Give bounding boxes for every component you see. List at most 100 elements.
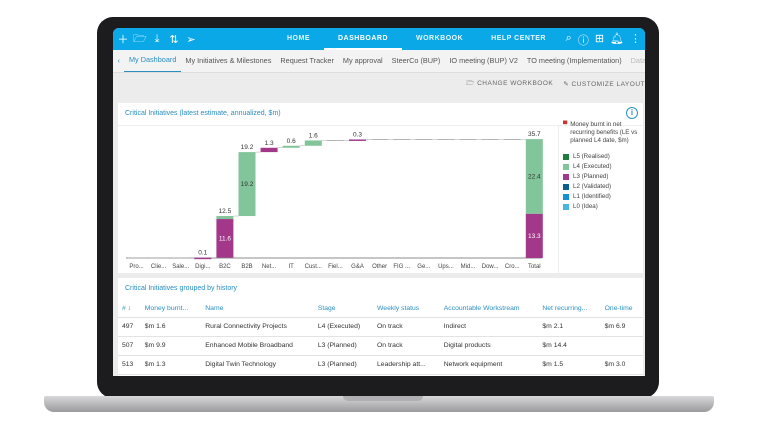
bar-segment[interactable] <box>194 257 212 260</box>
waterfall-chart: Pro... Clie... Sale... 0.1 Digi... 12.5 11.6 B2… <box>126 131 543 270</box>
top-label: 35.7 <box>528 131 541 138</box>
network-icon[interactable]: ⊞ <box>594 33 605 45</box>
x-tick-label: Cro... <box>505 264 520 270</box>
column-header[interactable]: Name <box>201 299 314 318</box>
top-label: 1.3 <box>265 140 274 147</box>
segment-label: 13.3 <box>528 233 541 240</box>
column-header[interactable]: Net recurring... <box>538 299 601 318</box>
bar-segment[interactable] <box>525 139 543 214</box>
top-label: 12.5 <box>219 208 232 215</box>
more-vertical-icon[interactable]: ⋮ <box>630 33 641 45</box>
segment-label: 22.4 <box>528 173 541 180</box>
tab-data[interactable]: Data <box>630 56 645 65</box>
bar-segment[interactable] <box>260 147 278 153</box>
legend-item[interactable]: L5 (Realised) <box>563 153 638 161</box>
legend-item[interactable]: L3 (Planned) <box>563 173 638 181</box>
bell-icon[interactable]: 🔔︎ <box>610 33 624 45</box>
column-header[interactable]: # ↓ <box>118 299 141 318</box>
column-header[interactable]: Weekly status <box>373 299 440 318</box>
tab-request-tracker[interactable]: Request Tracker <box>280 56 334 65</box>
info-icon[interactable]: i <box>626 107 638 119</box>
download-icon[interactable]: ⤓ <box>154 32 160 45</box>
tab-steerco[interactable]: SteerCo (BUP) <box>391 56 441 65</box>
nav-dashboard[interactable]: DASHBOARD <box>324 28 402 50</box>
table-cell: Digital Twin Technology <box>201 355 314 375</box>
column-header[interactable]: Accountable Workstream <box>439 299 539 318</box>
chevron-left-icon[interactable]: ‹ <box>117 56 120 65</box>
table-cell: $m 6.9 <box>600 317 643 337</box>
chart-title: Critical Initiatives (latest estimate, a… <box>125 110 281 117</box>
nav-home[interactable]: HOME <box>287 35 310 42</box>
x-tick-label: G&A <box>351 264 364 270</box>
tab-my-initiatives[interactable]: My Initiatives & Milestones <box>185 56 272 65</box>
nav-workbook[interactable]: WORKBOOK <box>416 35 464 42</box>
x-tick-label: Fiel... <box>328 264 343 270</box>
legend-swatch <box>563 154 569 160</box>
send-icon[interactable]: ➢ <box>186 33 196 46</box>
help-icon[interactable]: ⓘ <box>577 35 589 47</box>
x-tick-label: Other <box>372 264 387 270</box>
customize-layout-button[interactable]: ✎ CUSTOMIZE LAYOUT <box>563 81 645 88</box>
column-header[interactable]: Stage <box>313 299 374 318</box>
table-cell: $m 3.0 <box>600 355 643 375</box>
top-label: 1.6 <box>309 132 318 139</box>
top-label: 19.2 <box>241 144 254 151</box>
x-tick-label: Sale... <box>172 264 189 270</box>
legend-label: L0 (Idea) <box>573 203 598 210</box>
table-cell: On track <box>373 336 440 356</box>
bar-segment[interactable] <box>525 213 543 258</box>
column-header[interactable]: One-time <box>600 299 643 318</box>
table-cell: $m 2.1 <box>538 317 601 337</box>
table-cell: Leadership att... <box>373 355 440 375</box>
legend-label: L2 (Validated) <box>573 183 612 190</box>
x-tick-label: B2C <box>219 264 231 270</box>
bar-segment[interactable] <box>216 216 234 220</box>
sort-icon[interactable]: ⇅ <box>169 33 179 46</box>
top-bar: ＋ 🗁 ⤓ ⇅ ➢ HOME DASHBOARD WORKBOOK HELP C… <box>113 28 645 50</box>
table-title: Critical Initiatives grouped by history <box>125 285 238 292</box>
table-row[interactable]: 497 $m 1.6 Rural Connectivity Projects L4 (… <box>118 317 643 337</box>
table-cell: L4 (Executed) <box>313 317 374 337</box>
tab-to-meeting[interactable]: TO meeting (Implementation) <box>526 56 622 65</box>
tab-my-approval[interactable]: My approval <box>342 56 383 65</box>
bar-segment[interactable] <box>304 140 322 146</box>
legend-item[interactable]: L0 (Idea) <box>563 203 638 211</box>
nav-help-center[interactable]: HELP CENTER <box>491 35 546 42</box>
bar-segment[interactable] <box>216 219 234 258</box>
legend-item[interactable]: L4 (Executed) <box>563 163 638 171</box>
legend-item[interactable]: L2 (Validated) <box>563 183 638 191</box>
folder-icon: 🗁 <box>466 79 478 87</box>
legend-item[interactable]: L1 (Identified) <box>563 193 638 201</box>
legend-title: Money burnt in net recurring benefits (L… <box>570 121 638 144</box>
table-cell: $m 9.9 <box>140 336 202 356</box>
bar-segment[interactable] <box>238 152 256 217</box>
search-icon[interactable]: ⌕ <box>565 32 572 44</box>
table-cell: L3 (Planned) <box>313 336 374 356</box>
laptop-notch <box>343 396 423 401</box>
x-tick-label: IT <box>289 264 295 270</box>
x-tick-label: Cust... <box>305 264 323 270</box>
x-tick-label: Total <box>528 264 541 270</box>
column-header[interactable]: Money burnt... <box>140 299 202 318</box>
table-cell: Network equipment <box>439 355 539 375</box>
app-screen: ＋ 🗁 ⤓ ⇅ ➢ HOME DASHBOARD WORKBOOK HELP C… <box>113 28 645 376</box>
x-tick-label: Dow... <box>482 264 499 270</box>
tab-my-dashboard[interactable]: My Dashboard <box>124 50 181 72</box>
main-nav: HOME DASHBOARD WORKBOOK HELP CENTER <box>273 28 560 50</box>
plus-icon[interactable]: ＋ <box>117 34 129 46</box>
legend-label: L1 (Identified) <box>573 193 611 200</box>
table-row[interactable]: 507 $m 9.9 Enhanced Mobile Broadband L3 (Pl… <box>118 336 643 356</box>
folder-open-icon[interactable]: 🗁 <box>133 32 147 45</box>
table-cell: $m 1.6 <box>140 317 202 337</box>
bar-segment[interactable] <box>282 145 300 148</box>
bar-segment[interactable] <box>349 139 366 141</box>
x-tick-label: Digi... <box>195 264 211 270</box>
table-row[interactable]: 513 $m 1.3 Digital Twin Technology L3 (Plan… <box>118 355 643 375</box>
change-workbook-button[interactable]: 🗁 CHANGE WORKBOOK <box>466 79 554 87</box>
tab-io-meeting[interactable]: IO meeting (BUP) V2 <box>449 56 518 65</box>
top-label: 0.6 <box>287 138 296 145</box>
edit-icon: ✎ <box>563 81 572 88</box>
legend-label: L5 (Realised) <box>573 153 610 160</box>
table-cell: Enhanced Mobile Broadband <box>201 336 314 356</box>
table-cell: 513 <box>118 355 141 375</box>
